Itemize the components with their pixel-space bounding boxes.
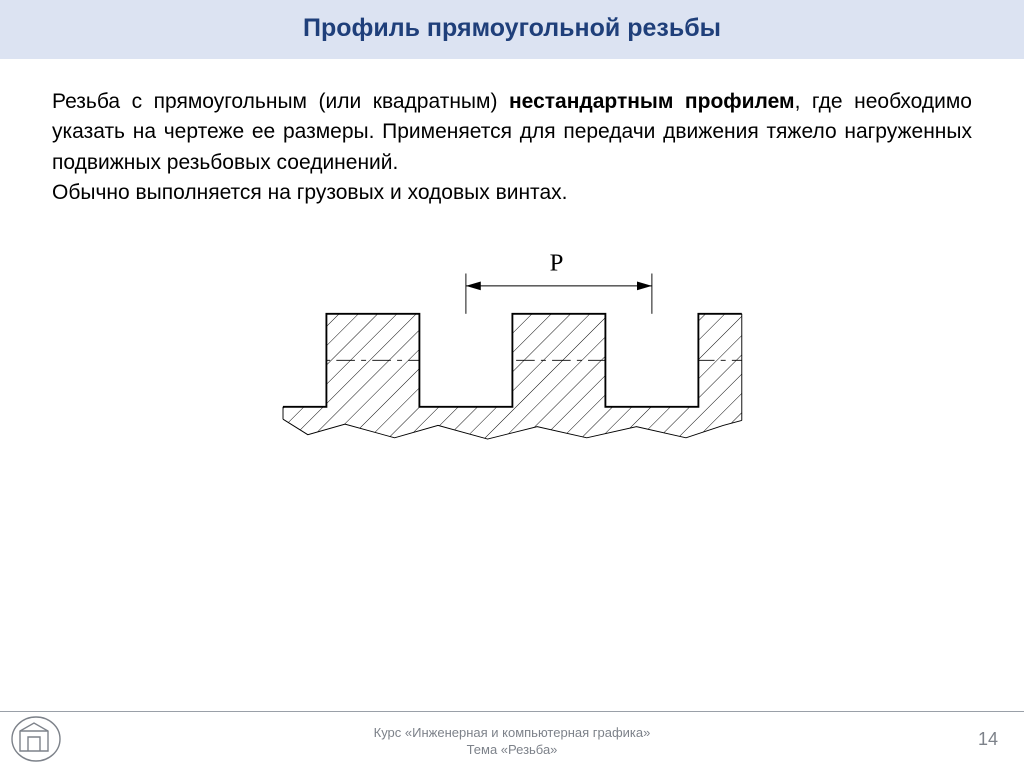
paragraph-1: Резьба с прямоугольным (или квадратным) … (52, 87, 972, 178)
footer: Курс «Инженерная и компьютерная графика»… (0, 711, 1024, 767)
diagram-container: P (52, 227, 972, 455)
content-area: Резьба с прямоугольным (или квадратным) … (0, 59, 1024, 455)
body-text: Резьба с прямоугольным (или квадратным) … (52, 87, 972, 209)
slide-title: Профиль прямоугольной резьбы (0, 14, 1024, 43)
footer-text: Курс «Инженерная и компьютерная графика»… (0, 725, 1024, 759)
p1-bold: нестандартным профилем (509, 90, 795, 113)
svg-text:P: P (549, 249, 563, 276)
thread-profile-diagram: P (252, 227, 773, 450)
footer-line1: Курс «Инженерная и компьютерная графика» (0, 725, 1024, 742)
footer-divider (0, 711, 1024, 712)
page-number: 14 (978, 729, 998, 750)
title-bar: Профиль прямоугольной резьбы (0, 0, 1024, 59)
paragraph-2: Обычно выполняется на грузовых и ходовых… (52, 178, 972, 208)
p1-part-a: Резьба с прямоугольным (или квадратным) (52, 90, 509, 113)
footer-line2: Тема «Резьба» (0, 742, 1024, 759)
